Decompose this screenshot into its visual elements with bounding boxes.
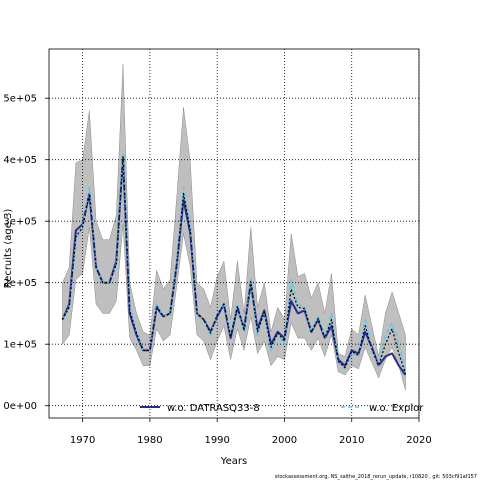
x-tick-label: 1990: [204, 435, 229, 446]
y-tick-label: 3e+05: [3, 217, 37, 228]
footer-credit: stockassessment.org, NS_saithe_2018_reru…: [275, 474, 477, 480]
legend-label-explor: w.o. Explor: [369, 403, 424, 414]
y-tick-label: 1e+05: [3, 340, 37, 351]
axis-layer: 1970 1980 1990 2000 2010 2020 0e+00 1e+05 2e+05 3…: [3, 94, 431, 446]
y-axis-title: Recruits (age 3): [3, 209, 14, 289]
x-tick-label: 1980: [137, 435, 162, 446]
x-axis-title: Years: [220, 456, 247, 467]
series-line-2: [61, 156, 407, 374]
y-tick-label: 5e+05: [3, 94, 37, 105]
x-tick-label: 1970: [70, 435, 95, 446]
confidence-band-layer: [62, 64, 406, 391]
x-tick-label: 2020: [406, 435, 431, 446]
y-tick-label: 4e+05: [3, 155, 37, 166]
x-tick-label: 2000: [272, 435, 297, 446]
y-tick-label: 2e+05: [3, 278, 37, 289]
legend: w.o. DATRASQ33-8 w.o. Explor: [140, 403, 424, 414]
x-tick-label: 2010: [339, 435, 364, 446]
y-tick-label: 0e+00: [3, 401, 37, 412]
series-layer: [61, 152, 407, 376]
plot-frame: [48, 48, 420, 419]
series-line-1: [61, 152, 407, 373]
legend-label-datras: w.o. DATRASQ33-8: [167, 403, 260, 414]
confidence-band: [62, 64, 406, 391]
